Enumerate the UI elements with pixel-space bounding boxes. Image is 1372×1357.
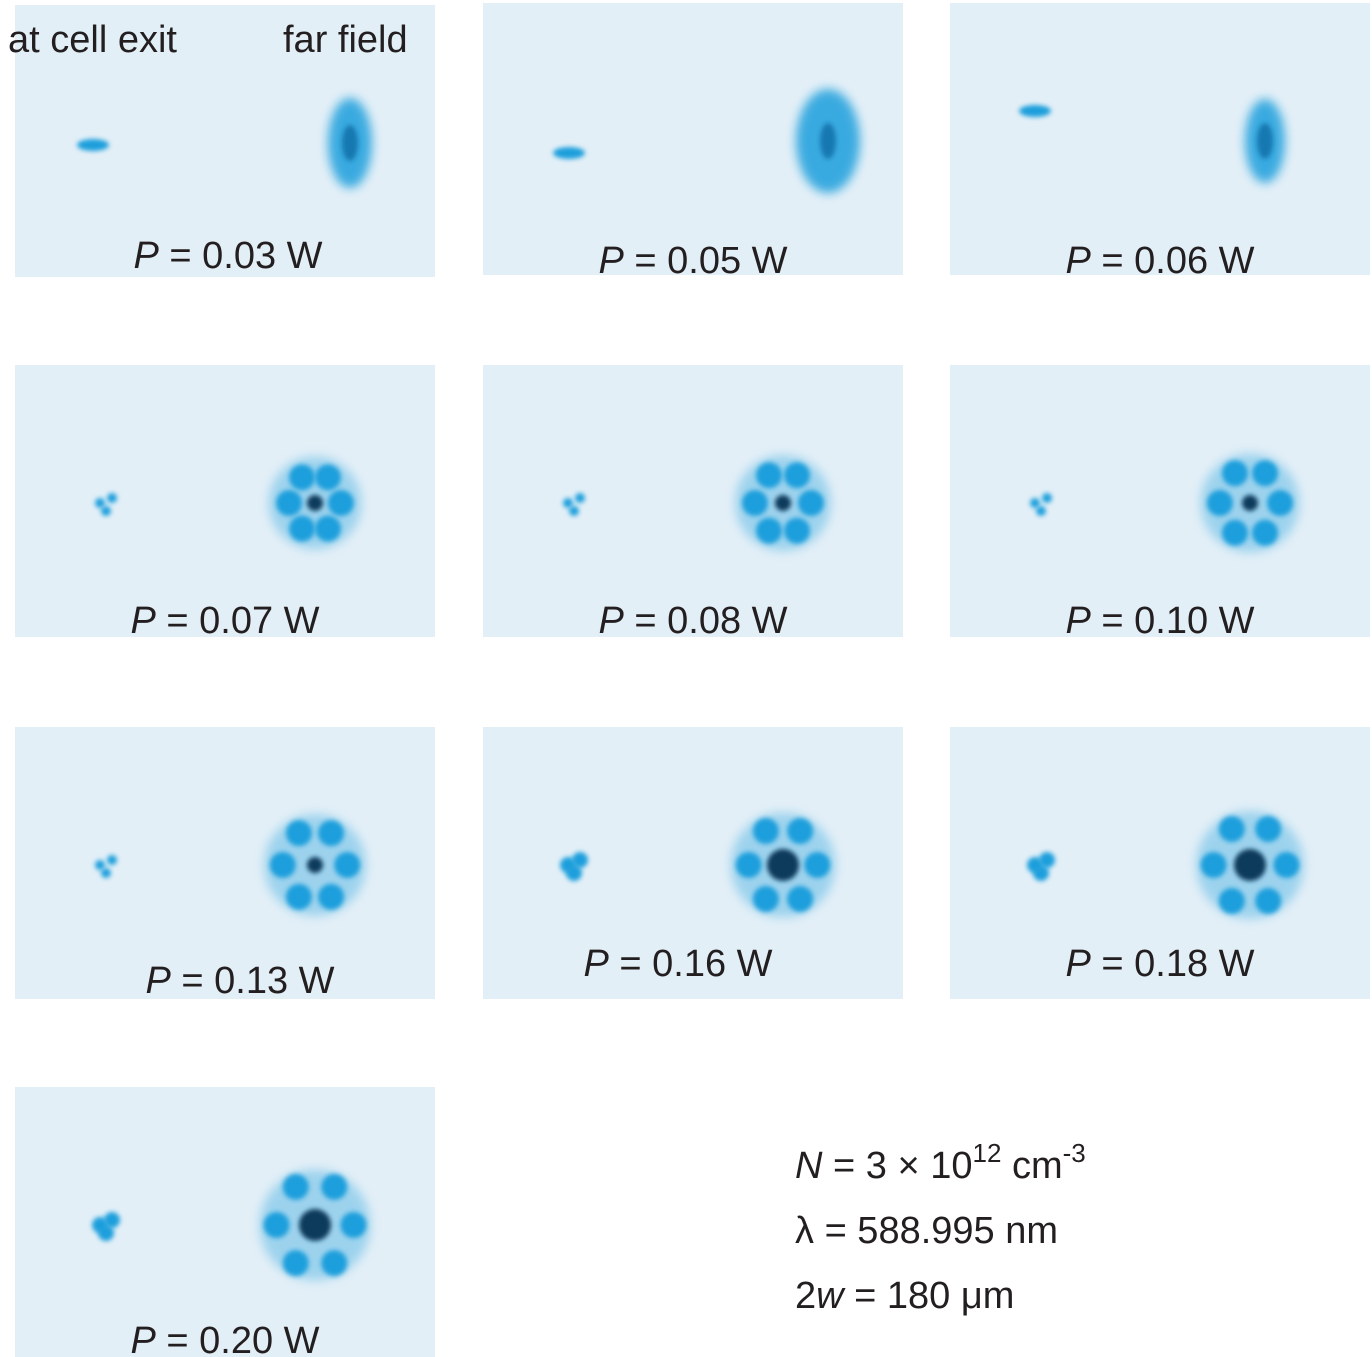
panel-label: P = 0.20 W — [130, 1320, 319, 1357]
panel-label: P = 0.07 W — [130, 600, 319, 642]
beam-panel: P = 0.06 W — [950, 3, 1370, 282]
wavelength-parameter: λ = 588.995 nm — [795, 1210, 1058, 1252]
panel-image — [15, 727, 435, 999]
panel-image — [950, 365, 1370, 637]
panel-label: P = 0.18 W — [1065, 943, 1254, 985]
panel-label: P = 0.10 W — [1065, 600, 1254, 642]
panel-label: P = 0.16 W — [583, 943, 772, 985]
panel-label: P = 0.08 W — [598, 600, 787, 642]
beam-panel: P = 0.07 W — [15, 365, 435, 642]
beam-panel: P = 0.20 W — [15, 1087, 435, 1357]
panel-image — [15, 365, 435, 637]
beam-panel: P = 0.16 W — [483, 727, 903, 999]
beam-panel: P = 0.10 W — [950, 365, 1370, 642]
header-right: far field — [283, 19, 408, 61]
figure: P = 0.03 W P = 0.05 W P = 0.06 W P = 0.07 W… — [0, 0, 1372, 1357]
beam-panel: P = 0.13 W — [15, 727, 435, 1002]
panel-label: P = 0.13 W — [145, 960, 334, 1002]
beam-panel: P = 0.08 W — [483, 365, 903, 642]
waist-parameter: 2w = 180 μm — [795, 1275, 1014, 1317]
panel-image — [950, 3, 1370, 275]
panel-image — [15, 1087, 435, 1357]
panel-label: P = 0.03 W — [133, 235, 322, 277]
panel-image — [483, 365, 903, 637]
panel-label: P = 0.05 W — [598, 240, 787, 282]
density-parameter: N = 3 × 1012 cm-3 — [795, 1138, 1086, 1187]
beam-panel: P = 0.05 W — [483, 3, 903, 282]
panel-label: P = 0.06 W — [1065, 240, 1254, 282]
header-left: at cell exit — [8, 19, 177, 61]
beam-panel: P = 0.18 W — [950, 727, 1370, 999]
